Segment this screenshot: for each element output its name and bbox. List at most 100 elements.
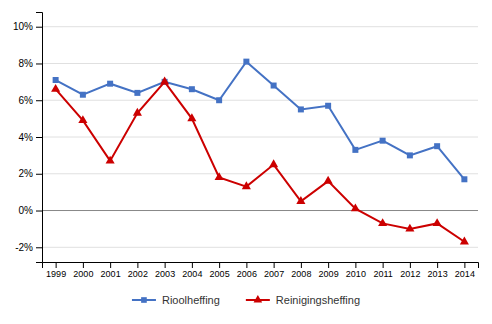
y-tick-mark [36,27,42,28]
plot-area: -2% 0% 2% 4% 6% 8% 10% 1999 2000 2001 2002 2003 2004… [13,13,479,280]
x-tick-mark [137,262,138,268]
grid-line [42,63,478,64]
x-tick: 2000 [73,262,93,279]
point [134,90,140,96]
y-tick-mark [36,247,42,248]
point [296,196,305,204]
y-tick: 10% [13,21,42,32]
x-tick-label: 2008 [291,269,311,279]
y-tick-label: 10% [13,21,33,32]
x-tick-mark [355,262,356,268]
y-tick-label: 0% [19,205,34,216]
point [434,143,440,149]
y-tick: 2% [19,168,42,179]
y-tick-label: -2% [15,242,33,253]
x-tick-mark [165,262,166,268]
x-tick: 2012 [400,262,420,279]
legend-swatch-marker [254,295,263,302]
y-axis: -2% 0% 2% 4% 6% 8% 10% [13,13,43,263]
legend-item: Reinigingsheffing [246,294,360,306]
x-tick-label: 2012 [400,269,420,279]
x-tick-mark [246,262,247,268]
x-tick: 2003 [155,262,175,279]
grid-line [42,247,478,248]
point [106,156,115,164]
point [80,92,86,98]
x-tick-mark [328,262,329,268]
point [380,138,386,144]
point [51,84,60,92]
y-tick-mark [36,211,42,212]
x-axis: 1999200020012002200320042005200620072008… [43,262,479,279]
marks [51,59,469,245]
y-axis-line [36,13,43,263]
x-tick-mark [274,262,275,268]
x-tick: 2010 [346,262,366,279]
y-tick: 0% [19,205,42,216]
x-tick: 2005 [210,262,230,279]
point [269,159,278,167]
x-tick: 2011 [373,262,392,279]
point [53,77,59,83]
x-tick: 1999 [46,262,66,279]
point [107,81,113,87]
point [378,218,387,226]
point [271,83,277,89]
y-tick: 4% [19,132,42,143]
point [460,237,469,245]
point [352,147,358,153]
series [51,77,469,245]
x-tick-mark [437,262,438,268]
point [242,181,251,189]
x-tick-mark [56,262,57,268]
point [187,113,196,121]
x-tick: 2007 [264,262,284,279]
y-tick: 6% [19,95,42,106]
x-tick-label: 2013 [428,269,448,279]
x-tick-mark [383,262,384,268]
y-tick-mark [36,63,42,64]
chart-container: -2% 0% 2% 4% 6% 8% 10% 1999 2000 2001 2002 2003 2004… [0,0,492,324]
point [215,172,224,180]
legend-swatch-marker [141,297,147,303]
x-tick: 2004 [182,262,202,279]
point [189,86,195,92]
x-tick-mark [219,262,220,268]
legend-label: Reinigingsheffing [276,294,360,306]
x-tick-mark [83,262,84,268]
grid-line [42,210,478,211]
grid [42,27,478,248]
x-tick-label: 2003 [155,269,175,279]
x-tick: 2001 [101,262,121,279]
x-tick-label: 2002 [128,269,148,279]
point [243,59,249,65]
series-line [56,82,465,242]
point [324,176,333,184]
x-axis-line [43,263,479,269]
x-tick: 2009 [319,262,339,279]
point [216,97,222,103]
x-tick-mark [301,262,302,268]
chart: -2% 0% 2% 4% 6% 8% 10% 1999 2000 2001 2002 2003 2004… [0,0,492,324]
point [433,218,442,226]
x-tick-label: 2014 [455,269,475,279]
x-tick: 2013 [428,262,448,279]
point [351,203,360,211]
y-tick-label: 2% [19,168,34,179]
x-tick: 2014 [455,262,475,279]
x-tick-label: 2011 [373,269,392,279]
point [78,115,87,123]
point [461,176,467,182]
x-tick-label: 2010 [346,269,366,279]
legend-label: Rioolheffing [162,294,220,306]
point [405,224,414,232]
y-tick-mark [36,100,42,101]
y-tick: 8% [19,58,42,69]
x-tick-label: 2009 [319,269,339,279]
x-tick-label: 2007 [264,269,284,279]
x-tick-label: 2004 [182,269,202,279]
y-tick-label: 6% [19,95,34,106]
x-tick: 2002 [128,262,148,279]
point [298,106,304,112]
point [407,152,413,158]
